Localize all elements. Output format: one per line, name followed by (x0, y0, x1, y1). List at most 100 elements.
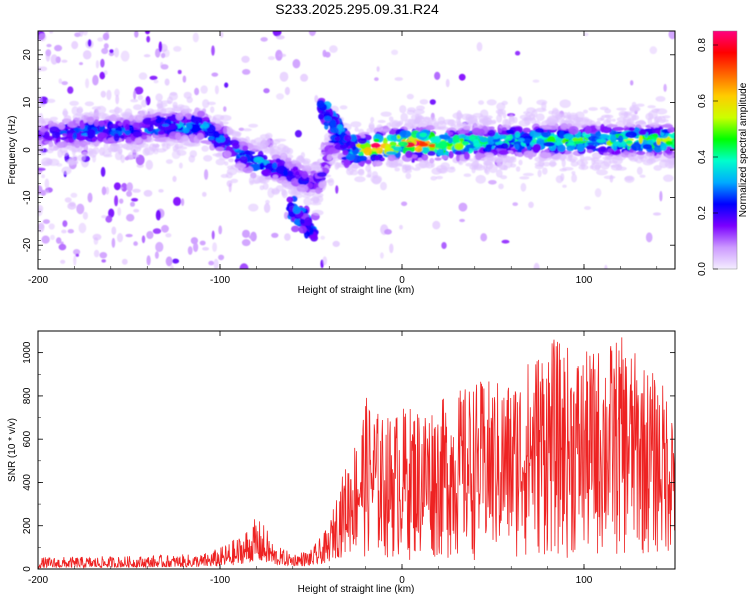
spectrogram-blob (352, 145, 357, 150)
spectrogram-blob (394, 167, 401, 172)
spectrogram-blob (406, 93, 414, 100)
spectrogram-blob (543, 141, 555, 147)
spectrogram-blob (668, 31, 675, 40)
spectrogram-blob (631, 114, 640, 121)
spectrogram-blob (168, 92, 178, 101)
spectrogram-blob (514, 143, 520, 150)
spectrogram-blob (292, 59, 301, 69)
spectrogram-blob (111, 226, 117, 235)
spectrogram-blob (532, 143, 542, 152)
spectrogram-blob (655, 130, 661, 134)
spectrogram-blob (384, 144, 391, 151)
spectrogram-blob (469, 164, 479, 170)
spectrogram-blob (130, 146, 142, 153)
spectrogram-blob (87, 192, 93, 203)
spectrogram-blob (463, 173, 472, 177)
spectrogram-blob (49, 126, 60, 132)
spectrogram-blob (93, 119, 100, 127)
spectrogram-blob (155, 241, 164, 253)
spectrogram-blob (60, 130, 67, 135)
spectrogram-blob (215, 152, 223, 158)
spectrogram-blob (332, 240, 340, 247)
spectrogram-blob (489, 126, 495, 130)
spectrogram-blob (155, 117, 162, 124)
spectrogram-blob (56, 237, 62, 244)
spectrogram-blob (162, 142, 169, 152)
spectrogram-blob (131, 198, 139, 202)
spectrogram-blob (38, 167, 46, 171)
colorbar-tick-label: 0.0 (697, 262, 708, 276)
spectrogram-blob (132, 188, 141, 193)
spectrogram-blob (335, 185, 339, 194)
spectrogram-blob (200, 85, 208, 94)
spectrogram-blob (415, 105, 425, 111)
spectrogram-blob (461, 141, 469, 146)
spectrogram-blob (212, 242, 218, 253)
spectrogram-blob (286, 147, 294, 155)
spectrogram-blob (60, 259, 66, 264)
spectrogram-blob (625, 131, 637, 139)
spectrogram-blob (38, 103, 46, 107)
colorbar-tick-label: 0.4 (697, 150, 708, 164)
spectrogram-blob (253, 156, 264, 163)
spectrogram-blob (223, 106, 227, 112)
spectrogram-blob (145, 31, 150, 35)
spectrogram-blob (310, 196, 320, 203)
spectrogram-blob (380, 111, 392, 117)
spectrogram-blob (172, 258, 180, 264)
spectrogram-blob (214, 85, 219, 95)
spectrogram-blob (414, 114, 420, 120)
spectrogram-blob (437, 126, 449, 131)
spectrogram-blob (218, 225, 223, 235)
spectrogram-blob (291, 225, 300, 233)
spectrogram-blob (260, 37, 268, 42)
spectrogram-blob (501, 155, 511, 163)
spectrogram-blob (130, 99, 139, 103)
spectrogram-blob (369, 143, 382, 148)
spectrogram-blob (242, 229, 250, 238)
spectrogram-blob (382, 137, 388, 144)
spectrogram-blob (211, 45, 215, 56)
spectrogram-blob (106, 89, 112, 101)
spectrogram-blob (187, 246, 193, 255)
spectrogram-blob (238, 127, 245, 131)
spectrogram-blob (485, 154, 497, 161)
spectrogram-blob (147, 136, 155, 143)
spectrogram-blob (231, 131, 241, 139)
spectrogram-blob (662, 115, 671, 119)
spectrogram-blob (73, 255, 77, 266)
spectrogram-blob (371, 171, 378, 179)
spectrogram-blob (114, 47, 119, 58)
spectrogram-blob (126, 182, 133, 192)
spectrogram-blob (294, 130, 302, 138)
spectrogram-blob (134, 86, 144, 95)
spectrogram-blob (315, 187, 322, 194)
spectrogram-blob (182, 136, 190, 144)
spectrogram-blob (463, 147, 470, 153)
spectrogram-blob (62, 220, 68, 228)
spectrogram-blob (624, 175, 635, 183)
spectrogram-blob (278, 150, 289, 156)
spectrogram-blob (472, 139, 480, 145)
spectrogram-blob (564, 120, 574, 124)
spectrogram-blob (271, 232, 279, 238)
spectrogram-blob (654, 108, 660, 112)
spectrogram-blob (456, 154, 461, 162)
spectrogram-blob (610, 134, 617, 143)
spectrogram-blob (218, 142, 229, 146)
spectrogram-blob (345, 151, 356, 161)
spectrogram-blob (262, 182, 269, 190)
spectrogram-blob (517, 137, 525, 142)
spectrogram-blob (328, 160, 335, 166)
spectrogram-blob (319, 180, 327, 190)
spectrogram-blob (284, 233, 291, 241)
spectrogram-blob (373, 127, 378, 134)
spectrogram-blob (432, 220, 441, 230)
spectrogram-blob (459, 122, 468, 127)
spectrogram-blob (109, 114, 118, 122)
spectrogram-blob (400, 164, 411, 168)
spectrogram-blob (165, 138, 176, 142)
spectrogram-blob (636, 151, 646, 156)
spectrogram-blob (594, 164, 601, 170)
spectrogram-blob (590, 157, 600, 162)
